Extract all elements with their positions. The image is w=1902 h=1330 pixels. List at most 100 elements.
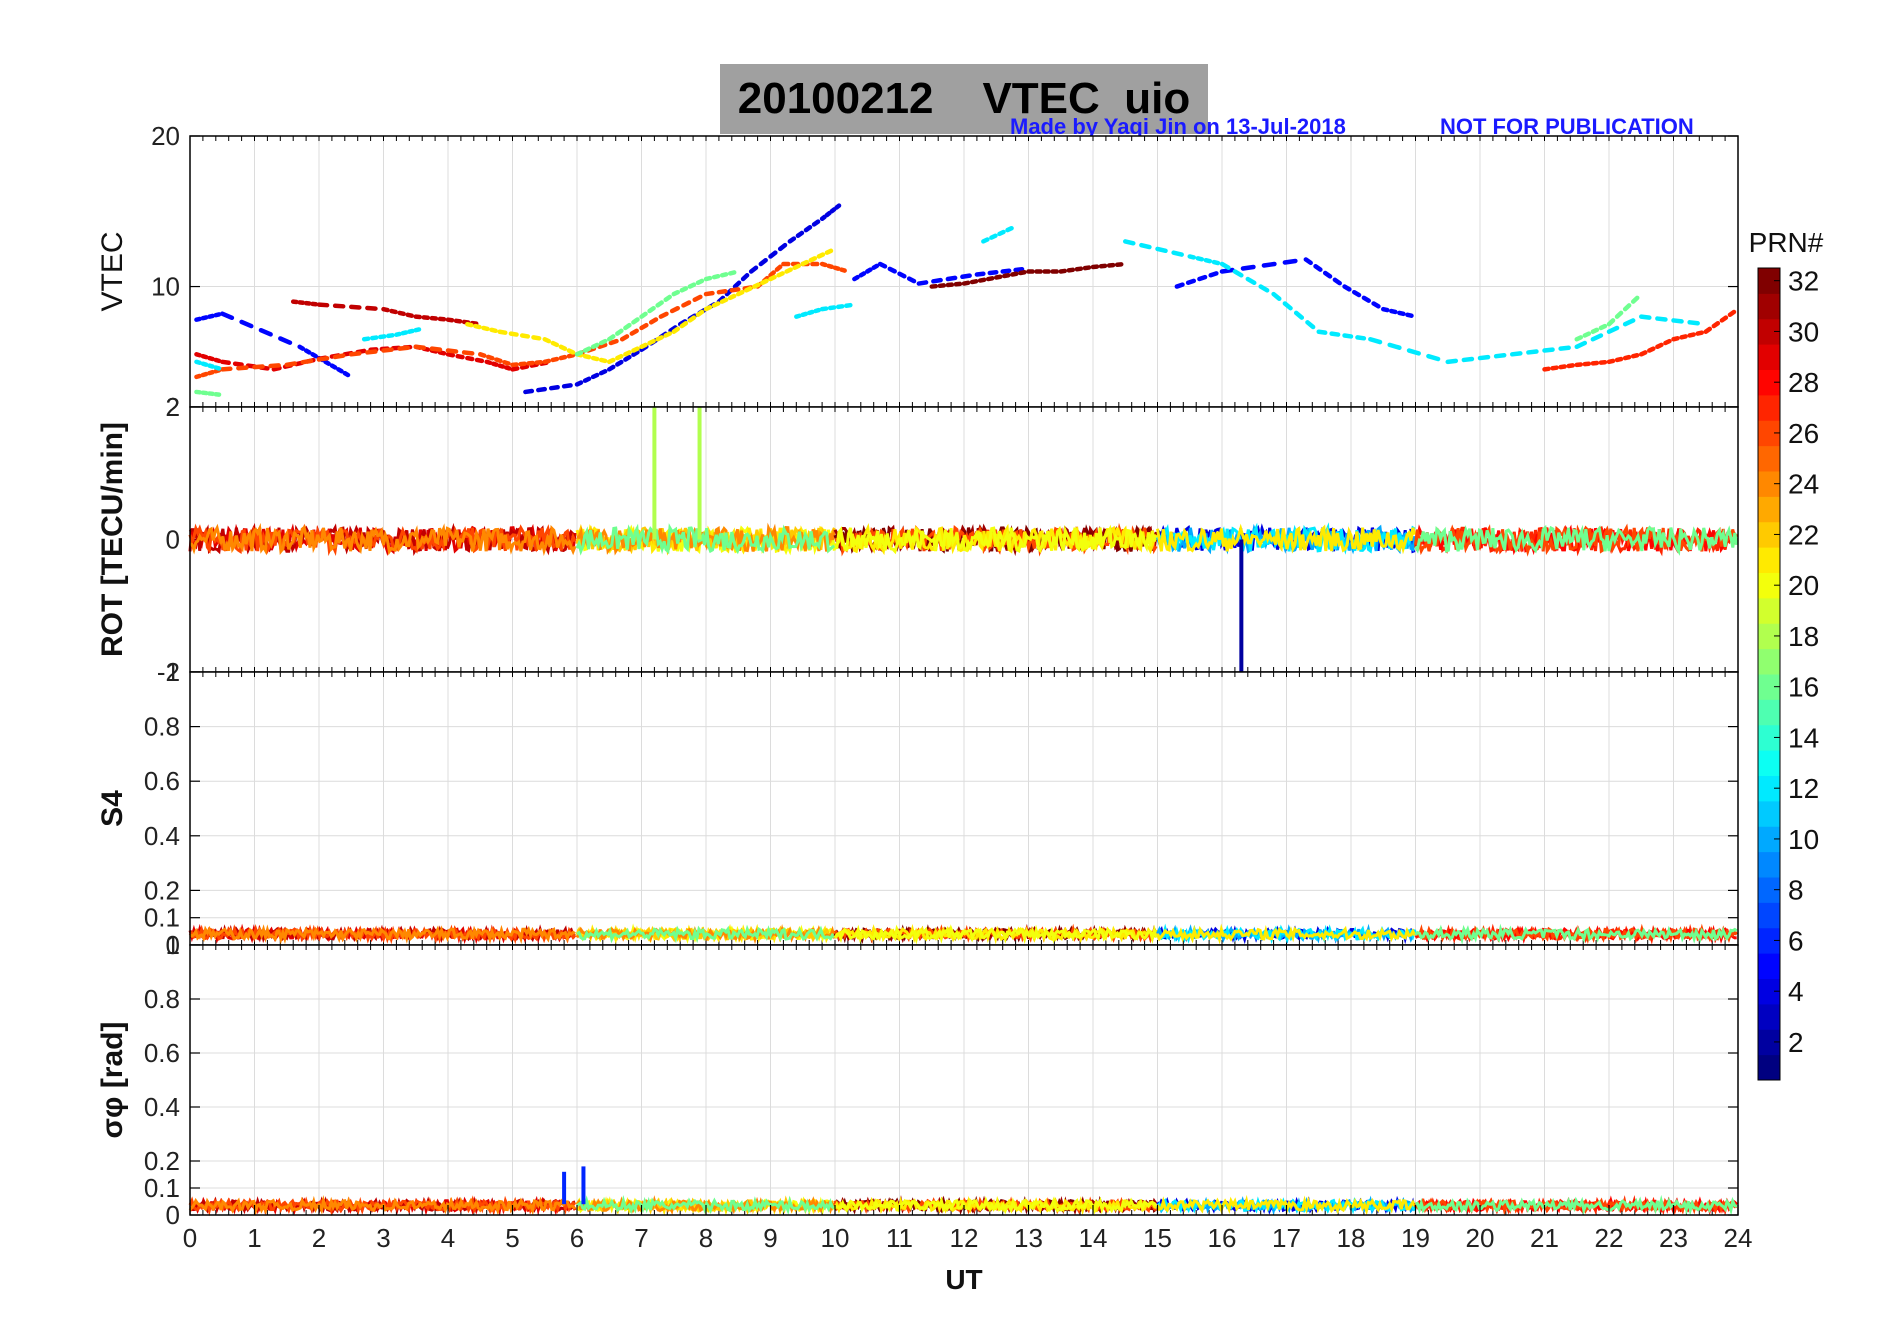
vtec-trace-prn-32 (1058, 268, 1068, 274)
vtec-trace-prn-27 (1719, 315, 1729, 323)
y-tick-label: 0.4 (144, 821, 180, 851)
x-tick-label: 23 (1659, 1223, 1688, 1253)
vtec-trace-prn-30 (397, 310, 406, 317)
vtec-trace-prn-12 (394, 331, 402, 337)
vtec-trace-prn-4 (536, 386, 547, 393)
vtec-trace-prn-26 (332, 353, 346, 360)
vtec-trace-prn-16 (687, 282, 697, 289)
vtec-trace-prn-5 (336, 367, 344, 374)
vtec-trace-prn-26 (284, 361, 298, 368)
x-tick-label: 1 (247, 1223, 261, 1253)
colorbar-tick-label: 20 (1788, 570, 1819, 601)
vtec-trace-prn-5 (303, 348, 312, 355)
vtec-trace-prn-32 (1082, 265, 1092, 271)
vtec-trace-prn-16 (574, 350, 584, 357)
noise-band-prn-21 (1156, 523, 1417, 555)
vtec-trace-prn-26 (566, 352, 576, 359)
vtec-trace-prn-26 (669, 305, 681, 314)
colorbar-tick-label: 2 (1788, 1027, 1804, 1058)
vtec-trace-prn-21 (607, 357, 616, 365)
colorbar-swatch (1758, 547, 1780, 573)
vtec-trace-prn-26 (716, 289, 728, 295)
vtec-trace-prn-5 (220, 311, 235, 321)
vtec-trace-prn-27 (1630, 352, 1640, 359)
vtec-trace-prn-16 (727, 270, 737, 276)
colorbar-swatch (1758, 877, 1780, 903)
colorbar-swatch (1758, 268, 1780, 294)
vtec-trace-prn-27 (1727, 309, 1737, 318)
vtec-trace-prn-12 (1139, 242, 1152, 250)
vtec-trace-prn-12 (1203, 257, 1213, 264)
vtec-trace-prn-26 (639, 322, 649, 331)
colorbar-tick-label: 12 (1788, 773, 1819, 804)
vtec-trace-prn-12 (413, 327, 422, 333)
vtec-trace-prn-12 (1387, 342, 1402, 350)
vtec-trace-prn-21 (531, 335, 542, 341)
vtec-trace-prn-5 (858, 271, 867, 278)
vtec-trace-prn-21 (519, 333, 531, 339)
vtec-trace-prn-12 (1639, 314, 1652, 320)
vtec-trace-prn-32 (985, 276, 995, 282)
vtec-trace-prn-5 (194, 316, 202, 322)
vtec-trace-prn-12 (1171, 250, 1184, 257)
colorbar-swatch (1758, 674, 1780, 700)
vtec-trace-prn-16 (671, 289, 681, 297)
vtec-trace-prn-21 (752, 282, 761, 289)
colorbar-swatch (1758, 800, 1780, 827)
vtec-trace-prn-12 (1123, 239, 1136, 246)
vtec-trace-prn-12 (1005, 225, 1014, 233)
title-quantity: VTEC (982, 74, 1100, 123)
vtec-trace-prn-12 (1542, 347, 1555, 353)
noise-band-prn-24 (189, 522, 577, 556)
vtec-trace-prn-4 (574, 380, 584, 387)
x-tick-label: 22 (1595, 1223, 1624, 1253)
colorbar-swatch (1758, 471, 1780, 497)
vtec-trace-prn-26 (692, 294, 703, 302)
colorbar-swatch (1758, 826, 1780, 853)
vtec-trace-prn-26 (316, 356, 330, 362)
vtec-trace-prn-29 (474, 357, 485, 364)
vtec-trace-prn-12 (213, 365, 222, 371)
vtec-trace-prn-27 (1614, 356, 1624, 363)
vtec-trace-prn-12 (819, 306, 829, 312)
vtec-trace-prn-5 (1313, 263, 1323, 272)
title-date: 20100212 (737, 74, 934, 123)
y-tick-label: 0.1 (144, 903, 180, 933)
vtec-trace-prn-5 (1000, 268, 1012, 274)
vtec-trace-prn-27 (1711, 321, 1721, 329)
vtec-trace-prn-26 (365, 349, 378, 355)
vtec-trace-prn-12 (1316, 329, 1328, 335)
vtec-trace-prn-21 (695, 309, 705, 318)
vtec-trace-prn-16 (631, 317, 640, 325)
vtec-trace-prn-5 (207, 313, 215, 319)
colorbar-swatch (1758, 1003, 1780, 1030)
vtec-trace-prn-16 (1606, 318, 1616, 327)
vtec-trace-prn-12 (997, 229, 1006, 237)
noise-band-prn-16 (576, 924, 836, 944)
vtec-trace-prn-21 (679, 321, 689, 329)
vtec-trace-prn-12 (1406, 348, 1421, 356)
noise-band-prn-20 (834, 1196, 1158, 1215)
vtec-trace-prn-21 (639, 342, 648, 350)
vtec-trace-prn-16 (647, 305, 656, 314)
vtec-trace-prn-16 (639, 311, 648, 319)
panel-rot: 2 0 -2 ROT [TECU/min] (96, 392, 1739, 687)
y-axis-label: ROT [TECU/min] (96, 422, 129, 657)
colorbar-tick-label: 6 (1788, 925, 1804, 956)
vtec-trace-prn-27 (1550, 365, 1559, 371)
vtec-trace-prn-21 (473, 323, 482, 330)
y-tick-label: 0.8 (144, 984, 180, 1014)
x-tick-label: 6 (570, 1223, 584, 1253)
vtec-trace-prn-26 (768, 270, 776, 278)
vtec-trace-prn-4 (631, 349, 640, 357)
vtec-trace-prn-29 (503, 365, 512, 371)
vtec-trace-prn-21 (792, 263, 801, 270)
vtec-trace-prn-12 (1245, 276, 1257, 286)
vtec-trace-prn-21 (776, 271, 785, 278)
vtec-trace-prn-12 (1574, 340, 1588, 350)
vtec-trace-prn-32 (969, 279, 979, 285)
colorbar-tick-label: 18 (1788, 621, 1819, 652)
vtec-trace-prn-16 (598, 338, 608, 346)
vtec-trace-prn-12 (1461, 356, 1475, 363)
vtec-trace-prn-4 (668, 325, 678, 333)
